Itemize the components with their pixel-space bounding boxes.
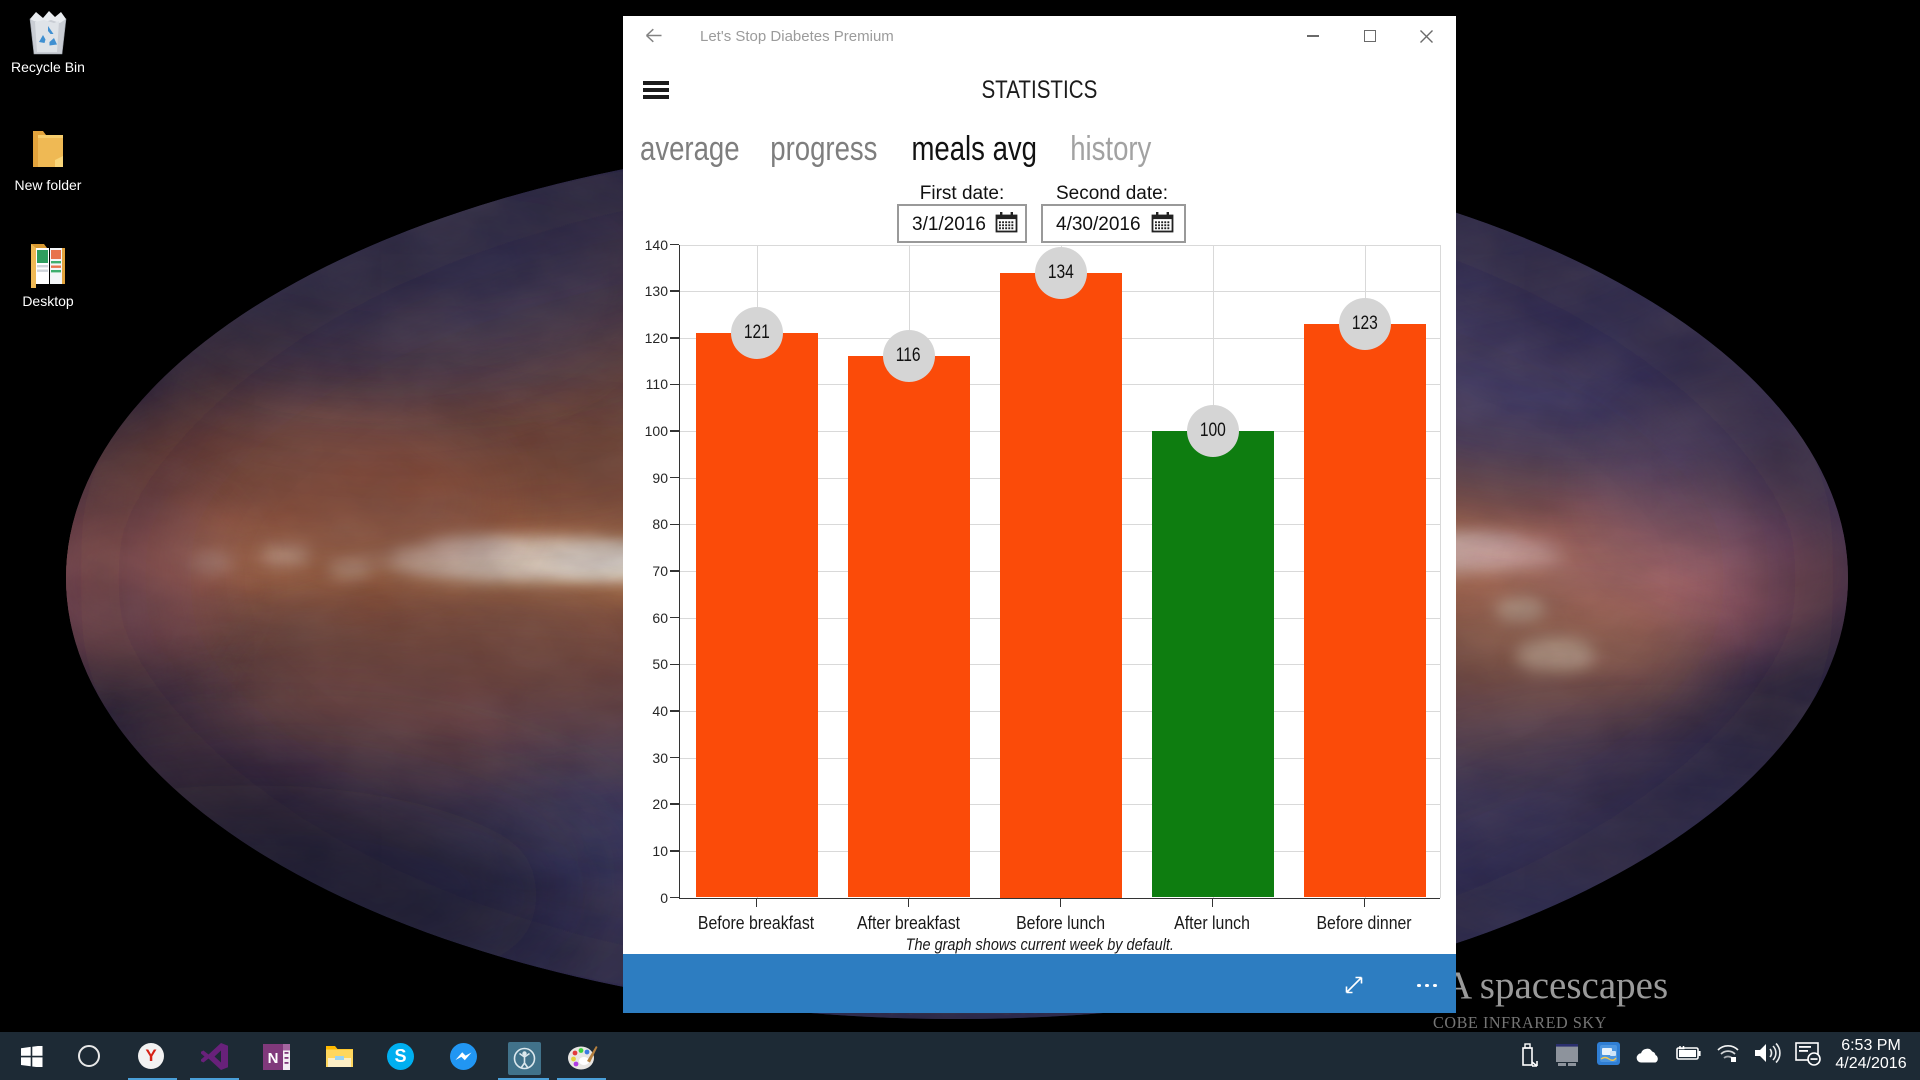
svg-text:N: N	[268, 1050, 279, 1067]
